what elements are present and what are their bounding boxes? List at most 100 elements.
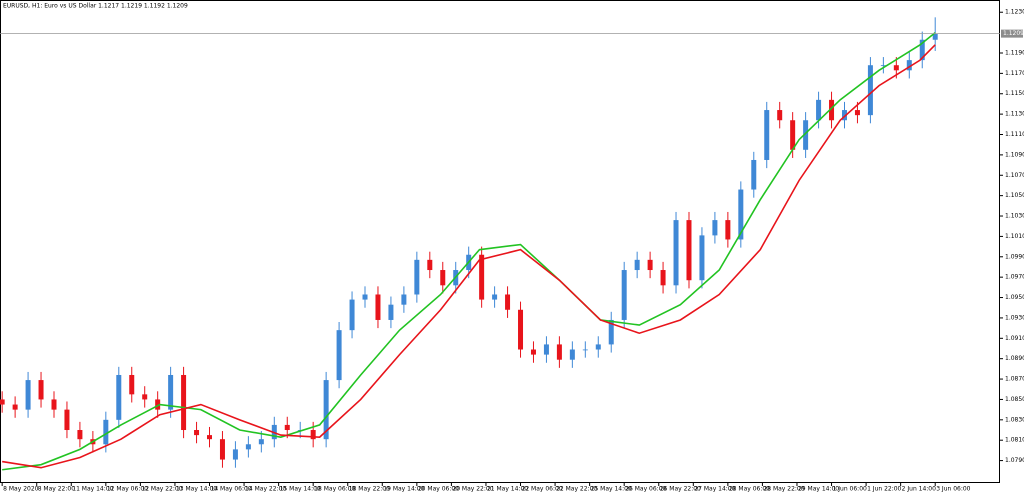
x-tick-label: 11 May 14:00 <box>72 486 113 493</box>
x-tick-label: 8 May 2020 <box>3 486 38 493</box>
x-tick-label: 1 Jun 06:00 <box>833 486 867 493</box>
candle-body <box>219 439 225 460</box>
candle-body <box>829 99 835 121</box>
x-tick-label: 26 May 22:00 <box>660 486 701 493</box>
candle-body <box>582 349 588 351</box>
x-tick-label: 22 May 06:00 <box>522 486 563 493</box>
candle-body <box>168 374 174 410</box>
candle-body <box>699 235 705 281</box>
candle-body <box>932 33 938 40</box>
candle-body <box>893 65 899 71</box>
y-tick-label: 1.0810 <box>1005 437 1024 444</box>
x-tick-label: 8 May 22:00 <box>38 486 76 493</box>
candle-body <box>919 39 925 61</box>
candle-body <box>854 110 860 116</box>
x-tick-label: 28 May 06:00 <box>729 486 770 493</box>
candle-body <box>64 409 70 431</box>
candle-body <box>349 299 355 331</box>
candle-body <box>323 380 329 440</box>
x-tick-label: 18 May 22:00 <box>349 486 390 493</box>
candle-body <box>51 399 57 410</box>
x-tick-label: 22 May 22:00 <box>556 486 597 493</box>
candle-body <box>660 270 666 286</box>
candle-body <box>414 259 420 295</box>
y-tick-label: 1.1070 <box>1005 172 1024 179</box>
candle-body <box>492 294 498 300</box>
candle-body <box>427 259 433 271</box>
candle-body <box>38 380 44 400</box>
candle-body <box>518 309 524 350</box>
candle-body <box>284 424 290 431</box>
candle-body <box>401 294 407 305</box>
x-tick-label: 3 Jun 06:00 <box>936 486 970 493</box>
y-tick-label: 1.1230 <box>1005 9 1024 16</box>
x-tick-label: 12 May 06:00 <box>107 486 148 493</box>
y-tick-label: 1.1130 <box>1005 111 1024 118</box>
y-tick-label: 1.0790 <box>1005 457 1024 464</box>
y-tick-label: 1.1190 <box>1005 49 1024 56</box>
candle-body <box>790 120 796 150</box>
x-tick-label: 12 May 22:00 <box>141 486 182 493</box>
candle-body <box>543 344 549 355</box>
y-tick-label: 1.1030 <box>1005 213 1024 220</box>
candle-body <box>569 349 575 360</box>
candle-body <box>867 65 873 116</box>
candle-body <box>336 330 342 381</box>
x-tick-label: 1 Jun 22:00 <box>867 486 901 493</box>
candle-body <box>258 439 264 445</box>
candle-body <box>621 270 627 320</box>
candle-body <box>673 220 679 286</box>
candle-body <box>116 374 122 420</box>
y-tick-label: 1.0830 <box>1005 416 1024 423</box>
candle-body <box>103 419 109 445</box>
candle-body <box>310 430 316 440</box>
x-tick-label: 2 Jun 14:00 <box>902 486 936 493</box>
plot-frame <box>0 0 1000 483</box>
y-tick-label: 1.1110 <box>1005 131 1024 138</box>
x-tick-label: 26 May 06:00 <box>625 486 666 493</box>
chart-title: EURUSD, H1: Euro vs US Dollar 1.1217 1.1… <box>3 3 188 10</box>
y-tick-label: 1.1050 <box>1005 192 1024 199</box>
current-price-box <box>1001 29 1023 38</box>
candle-body <box>0 399 5 405</box>
candle-body <box>725 220 731 240</box>
candle-body <box>77 430 83 440</box>
y-tick-label: 1.0990 <box>1005 253 1024 260</box>
y-tick-label: 1.0930 <box>1005 314 1024 321</box>
candle-body <box>608 319 614 345</box>
x-tick-label: 20 May 22:00 <box>452 486 493 493</box>
candle-body <box>595 344 601 350</box>
x-tick-label: 18 May 06:00 <box>314 486 355 493</box>
x-tick-label: 14 May 06:00 <box>211 486 252 493</box>
candle-body <box>777 110 783 121</box>
candle-body <box>530 349 536 355</box>
y-tick-label: 1.0970 <box>1005 274 1024 281</box>
y-tick-label: 1.1090 <box>1005 151 1024 158</box>
candle-body <box>738 189 744 240</box>
candle-body <box>906 60 912 71</box>
candle-body <box>194 430 200 436</box>
candle-body <box>362 294 368 300</box>
candle-body <box>181 374 187 431</box>
candle-body <box>880 65 886 67</box>
x-tick-label: 20 May 06:00 <box>418 486 459 493</box>
y-tick-label: 1.1170 <box>1005 70 1024 77</box>
candle-body <box>634 259 640 271</box>
candle-body <box>375 294 381 320</box>
x-tick-label: 27 May 14:00 <box>694 486 735 493</box>
y-tick-label: 1.0950 <box>1005 294 1024 301</box>
candle-body <box>751 159 757 190</box>
candle-body <box>25 380 31 410</box>
candle-body <box>245 444 251 450</box>
candle-body <box>129 374 135 395</box>
x-tick-label: 13 May 14:00 <box>176 486 217 493</box>
x-tick-label: 15 May 14:00 <box>280 486 321 493</box>
candle-body <box>207 435 213 440</box>
candle-body <box>479 254 485 300</box>
candle-body <box>155 399 161 410</box>
candle-body <box>388 304 394 320</box>
candle-body <box>803 120 809 150</box>
current-price-label: 1.1209 <box>1003 30 1024 37</box>
